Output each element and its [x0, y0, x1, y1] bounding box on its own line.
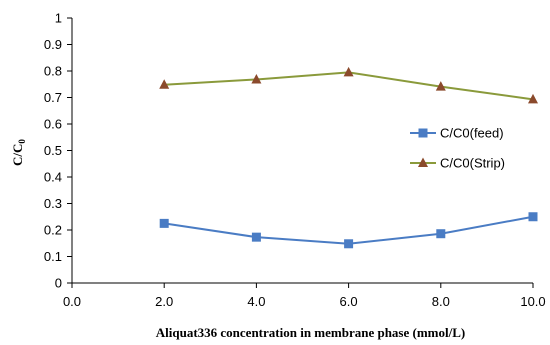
- y-axis-title-subscript: 0: [17, 139, 27, 144]
- series-strip: [159, 66, 538, 104]
- x-tick-label: 0.0: [63, 294, 81, 309]
- y-tick-label: 0.4: [44, 170, 62, 185]
- data-point: [159, 218, 169, 228]
- y-tick-label: 0.6: [44, 117, 62, 132]
- x-tick-label: 4.0: [247, 294, 265, 309]
- y-tick-label: 0.9: [44, 37, 62, 52]
- y-tick-label: 1: [55, 11, 62, 26]
- y-tick-label: 0: [55, 276, 62, 291]
- y-axis-title-main: C/C: [10, 144, 25, 166]
- legend-swatch-marker: [418, 157, 428, 167]
- legend-label: C/C0(feed): [440, 126, 504, 141]
- y-tick-label: 0.2: [44, 223, 62, 238]
- x-axis-title: Aliquat336 concentration in membrane pha…: [156, 325, 465, 340]
- data-point: [528, 212, 538, 222]
- data-point: [344, 239, 354, 249]
- x-axis-ticks: 0.0 2.0 4.0 6.0 8.0 10.0: [63, 283, 546, 309]
- x-tick-label: 10.0: [520, 294, 545, 309]
- data-point: [159, 79, 170, 89]
- data-point: [343, 66, 354, 77]
- data-point: [251, 73, 262, 84]
- legend-swatch-marker: [418, 128, 428, 138]
- series-feed: [159, 212, 538, 249]
- legend-item: C/C0(Strip): [410, 156, 505, 171]
- legend-label: C/C0(Strip): [440, 156, 505, 171]
- data-point: [436, 229, 446, 239]
- series-line: [164, 71, 534, 101]
- y-tick-label: 0.3: [44, 196, 62, 211]
- y-axis-title: C/C0: [10, 139, 27, 166]
- x-tick-label: 8.0: [432, 294, 450, 309]
- data-point: [435, 81, 446, 91]
- data-point: [251, 232, 261, 242]
- axes: [71, 18, 533, 284]
- x-tick-label: 2.0: [155, 294, 173, 309]
- x-tick-label: 6.0: [340, 294, 358, 309]
- y-tick-label: 0.5: [44, 143, 62, 158]
- data-point: [528, 93, 538, 104]
- y-tick-label: 0.1: [44, 249, 62, 264]
- y-tick-label: 0.7: [44, 90, 62, 105]
- legend-item: C/C0(feed): [410, 126, 504, 141]
- y-axis-ticks: 0 0.1 0.2 0.3 0.4 0.5 0.6 0.7 0.8 0.9 1: [44, 11, 72, 291]
- y-tick-label: 0.8: [44, 64, 62, 79]
- legend: C/C0(feed) C/C0(Strip): [410, 126, 505, 171]
- series-layer: [159, 66, 538, 249]
